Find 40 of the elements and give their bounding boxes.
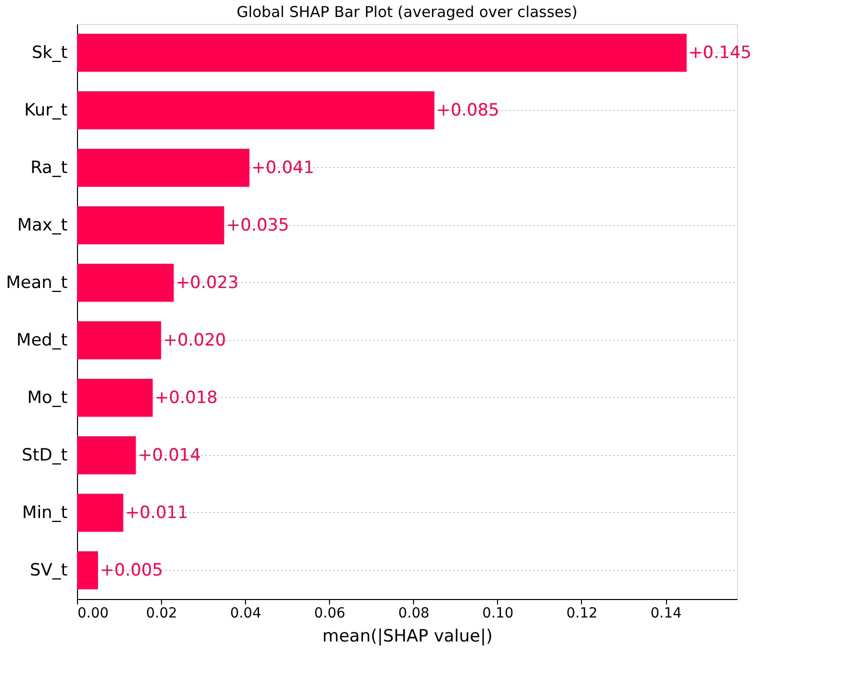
x-tick-label: 0.02 (146, 606, 178, 622)
x-tick-label: 0.04 (230, 606, 262, 622)
x-tick-label: 0.06 (314, 606, 346, 622)
data-label: +0.085 (436, 100, 500, 120)
data-label: +0.005 (100, 560, 163, 580)
y-tick-label: Ra_t (30, 158, 68, 178)
bar (77, 91, 434, 130)
data-label: +0.014 (138, 445, 201, 466)
x-tick-label: 0.12 (566, 606, 598, 622)
x-tick-label: 0.08 (398, 606, 430, 622)
bar (77, 321, 162, 360)
x-tick-label: 0.00 (78, 606, 109, 622)
y-tick-label: Min_t (22, 502, 68, 523)
y-tick-label: StD_t (22, 445, 68, 466)
chart-title: Global SHAP Bar Plot (averaged over classes) (236, 3, 578, 21)
bar (77, 378, 153, 417)
x-axis-title: mean(|SHAP value|) (322, 626, 493, 646)
bar (77, 264, 174, 302)
bar (77, 34, 687, 72)
data-label: +0.145 (688, 42, 752, 63)
data-label: +0.023 (176, 272, 239, 293)
y-tick-label: Mean_t (6, 272, 68, 293)
data-label: +0.018 (154, 388, 218, 408)
x-tick-label: 0.14 (650, 606, 682, 622)
data-label: +0.020 (163, 330, 226, 350)
bar (77, 206, 224, 244)
y-tick-label: Max_t (17, 215, 68, 236)
data-label: +0.011 (125, 502, 188, 523)
data-label: +0.035 (226, 215, 290, 236)
y-tick-label: Kur_t (24, 100, 68, 120)
bar (77, 436, 136, 474)
y-tick-label: Mo_t (27, 388, 68, 408)
y-tick-label: Sk_t (32, 42, 68, 63)
bar (77, 148, 250, 187)
bar (77, 494, 124, 532)
data-label: +0.041 (251, 158, 314, 178)
y-tick-label: Med_t (16, 330, 68, 350)
x-tick-label: 0.10 (482, 606, 514, 622)
bar (77, 551, 98, 590)
y-tick-label: SV_t (30, 560, 68, 580)
